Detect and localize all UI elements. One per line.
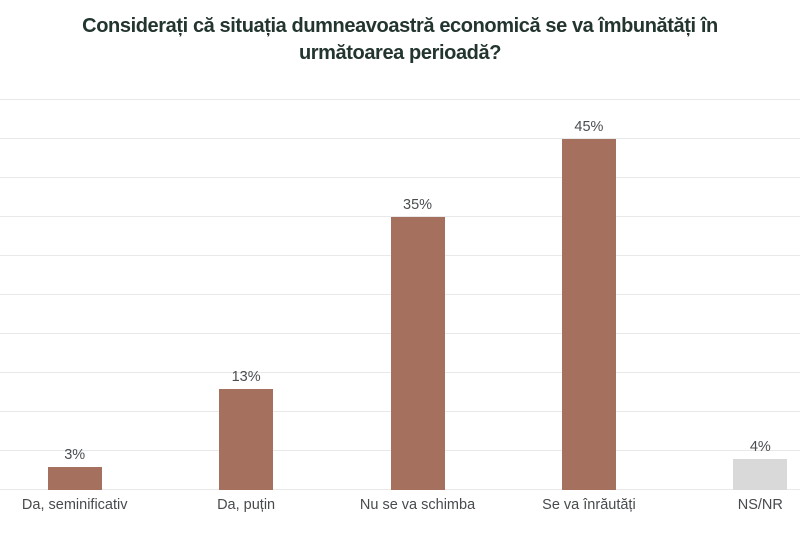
category-label: Se va înrăutăți [542, 497, 636, 513]
bar-column: 3% [0, 100, 160, 490]
bar [733, 458, 788, 490]
category-label: Da, seminificativ [21, 497, 128, 513]
bar-column: 4% [675, 100, 800, 490]
chart-title-line-2: următoarea perioadă? [298, 42, 502, 64]
category-label: Da, puțin [217, 497, 276, 513]
x-axis-labels: Da, seminificativ Da, puțin Nu se va schim… [0, 497, 800, 513]
bar-value-label: 35% [403, 197, 433, 213]
plot-area: 3% 13% 35% 45% 4% [0, 99, 800, 490]
bar-column: 13% [160, 100, 331, 490]
gridline [0, 99, 800, 100]
bar-chart: 3% 13% 35% 45% 4% Da, seminificativ Da, puțin… [0, 99, 800, 513]
chart-title: Considerați că situația dumneavoastră ec… [0, 0, 800, 67]
bar [561, 139, 616, 490]
bar [390, 217, 445, 490]
bar-value-label: 3% [64, 446, 86, 463]
chart-card: Considerați că situația dumneavoastră ec… [0, 0, 800, 513]
chart-title-line-1: Considerați că situația dumneavoastră ec… [82, 15, 718, 37]
category-label: NS/NR [737, 497, 783, 513]
gridline [0, 216, 800, 217]
bar [47, 466, 102, 490]
bar-value-label: 4% [749, 438, 771, 455]
bar-value-label: 13% [231, 368, 261, 385]
gridline [0, 138, 800, 139]
bar-column: 35% [332, 100, 503, 490]
category-label: Nu se va schimba [359, 497, 476, 513]
bar [219, 388, 274, 490]
bar-value-label: 45% [574, 119, 604, 135]
bars-row: 3% 13% 35% 45% 4% [0, 100, 800, 490]
bar-column: 45% [503, 100, 674, 490]
gridline [0, 177, 800, 178]
